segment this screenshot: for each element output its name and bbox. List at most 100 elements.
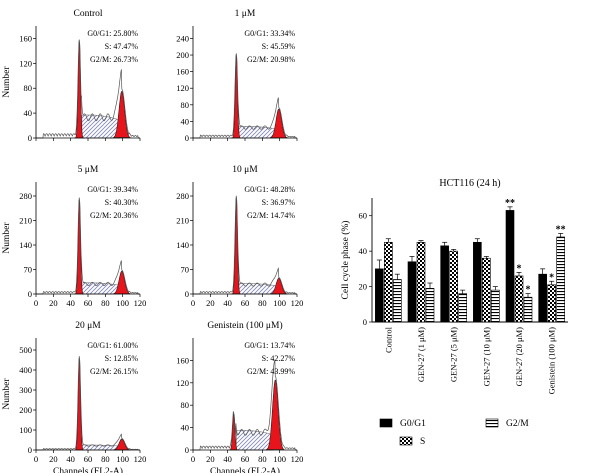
- bar: [556, 236, 565, 323]
- legend-label: G0/G1: [400, 419, 426, 429]
- y-tick-label: 80: [181, 400, 190, 410]
- histogram-outline: [36, 39, 140, 139]
- bar: [514, 275, 524, 323]
- x-tick-label: 100: [273, 298, 286, 308]
- bar: [473, 241, 482, 323]
- significance-mark: *: [549, 272, 554, 283]
- y-tick-label: 0: [28, 289, 32, 299]
- phase-annotation: G0/G1: 48.28%: [244, 185, 295, 194]
- bar: [449, 250, 458, 323]
- legend-label: G2/M: [506, 419, 529, 429]
- g2-peak: [265, 379, 285, 450]
- y-tick-label: 70: [181, 265, 190, 275]
- g2-peak: [113, 438, 131, 451]
- y-tick-label: 200: [19, 405, 32, 415]
- histogram-panel: 20 μM 0 100 200 300 400 500 0 20 40 60 80 100 120 Numb…: [2, 321, 146, 473]
- legend-swatch: [485, 418, 499, 428]
- bar-category-label: Genistein (100 μM): [547, 327, 557, 395]
- panel-title: 20 μM: [75, 321, 101, 331]
- phase-annotation: G2/M: 20.98%: [247, 55, 295, 64]
- bar-chart: HCT116 (24 h) 0 20 40 60 Cell cycle phase (%)…: [340, 178, 568, 447]
- y-tick-label: 40: [181, 116, 190, 126]
- bar: [547, 284, 556, 323]
- x-tick-label: 100: [273, 454, 286, 464]
- histogram-panel: Genistein (100 μM) 0 40 80 120 160 0 20 40 60 80 10…: [176, 320, 303, 473]
- y-tick-label: 0: [185, 289, 189, 299]
- x-tick-label: 60: [241, 454, 250, 464]
- legend-swatch: [379, 418, 393, 428]
- y-tick-label: 0: [28, 445, 32, 455]
- y-tick-label: 0: [185, 133, 189, 143]
- y-tick-label: 80: [181, 100, 190, 110]
- panel-title: Genistein (100 μM): [207, 320, 282, 331]
- phase-annotation: G0/G1: 25.80%: [87, 29, 138, 38]
- histogram-panel: 5 μM 0 70 140 210 280 0 20 40 60 80 100 120 Number G0/…: [2, 165, 146, 308]
- histogram-outline: [193, 359, 297, 451]
- phase-annotation: G0/G1: 13.74%: [244, 341, 295, 350]
- bar-category-label: GEN-27 (1 μM): [416, 327, 426, 382]
- g2-peak: [270, 278, 288, 295]
- x-tick-label: 120: [291, 454, 304, 464]
- bar-category-label: Control: [383, 326, 393, 353]
- x-axis-label: Channels (FL2-A): [210, 466, 280, 473]
- bar-category-label: GEN-27 (20 μM): [514, 327, 524, 386]
- histogram-panels: Control 0 40 80 120 160 Number G0/G1: 25.80% S: …: [2, 9, 303, 473]
- bar: [384, 241, 393, 323]
- bar: [458, 293, 467, 323]
- bar-category-label: GEN-27 (5 μM): [449, 327, 459, 382]
- x-tick-label: 20: [49, 454, 58, 464]
- y-tick-label: 40: [24, 108, 33, 118]
- phase-annotation: G2/M: 14.74%: [247, 211, 295, 220]
- x-tick-label: 40: [223, 298, 232, 308]
- y-tick-label: 140: [19, 240, 32, 250]
- y-tick-label: 40: [181, 423, 190, 433]
- x-tick-label: 20: [206, 454, 215, 464]
- y-tick-label: 160: [19, 33, 32, 43]
- s-phase-area: [81, 114, 121, 139]
- x-tick-label: 80: [258, 298, 267, 308]
- s-phase-area: [238, 283, 278, 295]
- phase-annotation: S: 12.85%: [105, 354, 139, 363]
- phase-annotation: G2/M: 26.15%: [90, 367, 138, 376]
- histogram-outline: [36, 356, 140, 451]
- phase-annotation: S: 42.27%: [262, 354, 296, 363]
- bar: [407, 261, 417, 323]
- g2-peak: [113, 90, 131, 138]
- significance-mark: *: [517, 263, 522, 274]
- x-tick-label: 80: [101, 298, 110, 308]
- bar-y-axis-label: Cell cycle phase (%): [340, 221, 351, 300]
- significance-mark: **: [505, 198, 515, 209]
- phase-annotation: S: 47.47%: [105, 42, 139, 51]
- bar: [425, 288, 435, 323]
- histogram-panel: 1 μM 0 40 80 120 160 200 240 G0/G1: 33.34% S: 45.…: [176, 9, 298, 143]
- x-tick-label: 100: [116, 454, 129, 464]
- y-tick-label: 160: [176, 67, 189, 77]
- s-phase-area: [238, 126, 278, 139]
- x-tick-label: 60: [84, 454, 93, 464]
- bar-y-tick-label: 20: [359, 282, 368, 292]
- bar-category-label: GEN-27 (10 μM): [481, 327, 491, 386]
- bar: [416, 241, 426, 323]
- x-tick-label: 120: [134, 454, 147, 464]
- legend-label: S: [420, 437, 425, 447]
- x-tick-label: 20: [206, 298, 215, 308]
- bar-y-tick-label: 60: [359, 211, 368, 221]
- y-tick-label: 500: [19, 345, 32, 355]
- bar: [482, 257, 491, 323]
- phase-annotation: G0/G1: 39.34%: [87, 185, 138, 194]
- bar: [393, 279, 402, 323]
- phase-annotation: G2/M: 26.73%: [90, 55, 138, 64]
- y-tick-label: 160: [176, 355, 189, 365]
- y-tick-label: 240: [176, 33, 189, 43]
- s-phase-area: [81, 282, 121, 295]
- bar: [440, 245, 449, 323]
- bar: [523, 296, 533, 323]
- x-tick-label: 0: [34, 298, 38, 308]
- g2-peak: [113, 271, 131, 295]
- panel-title: 5 μM: [78, 165, 99, 175]
- phase-annotation: G0/G1: 33.34%: [244, 29, 295, 38]
- x-tick-label: 60: [84, 298, 93, 308]
- x-tick-label: 20: [49, 298, 58, 308]
- y-tick-label: 280: [176, 191, 189, 201]
